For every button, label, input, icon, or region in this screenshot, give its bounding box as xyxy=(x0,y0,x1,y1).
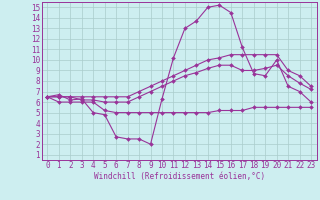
X-axis label: Windchill (Refroidissement éolien,°C): Windchill (Refroidissement éolien,°C) xyxy=(94,172,265,181)
